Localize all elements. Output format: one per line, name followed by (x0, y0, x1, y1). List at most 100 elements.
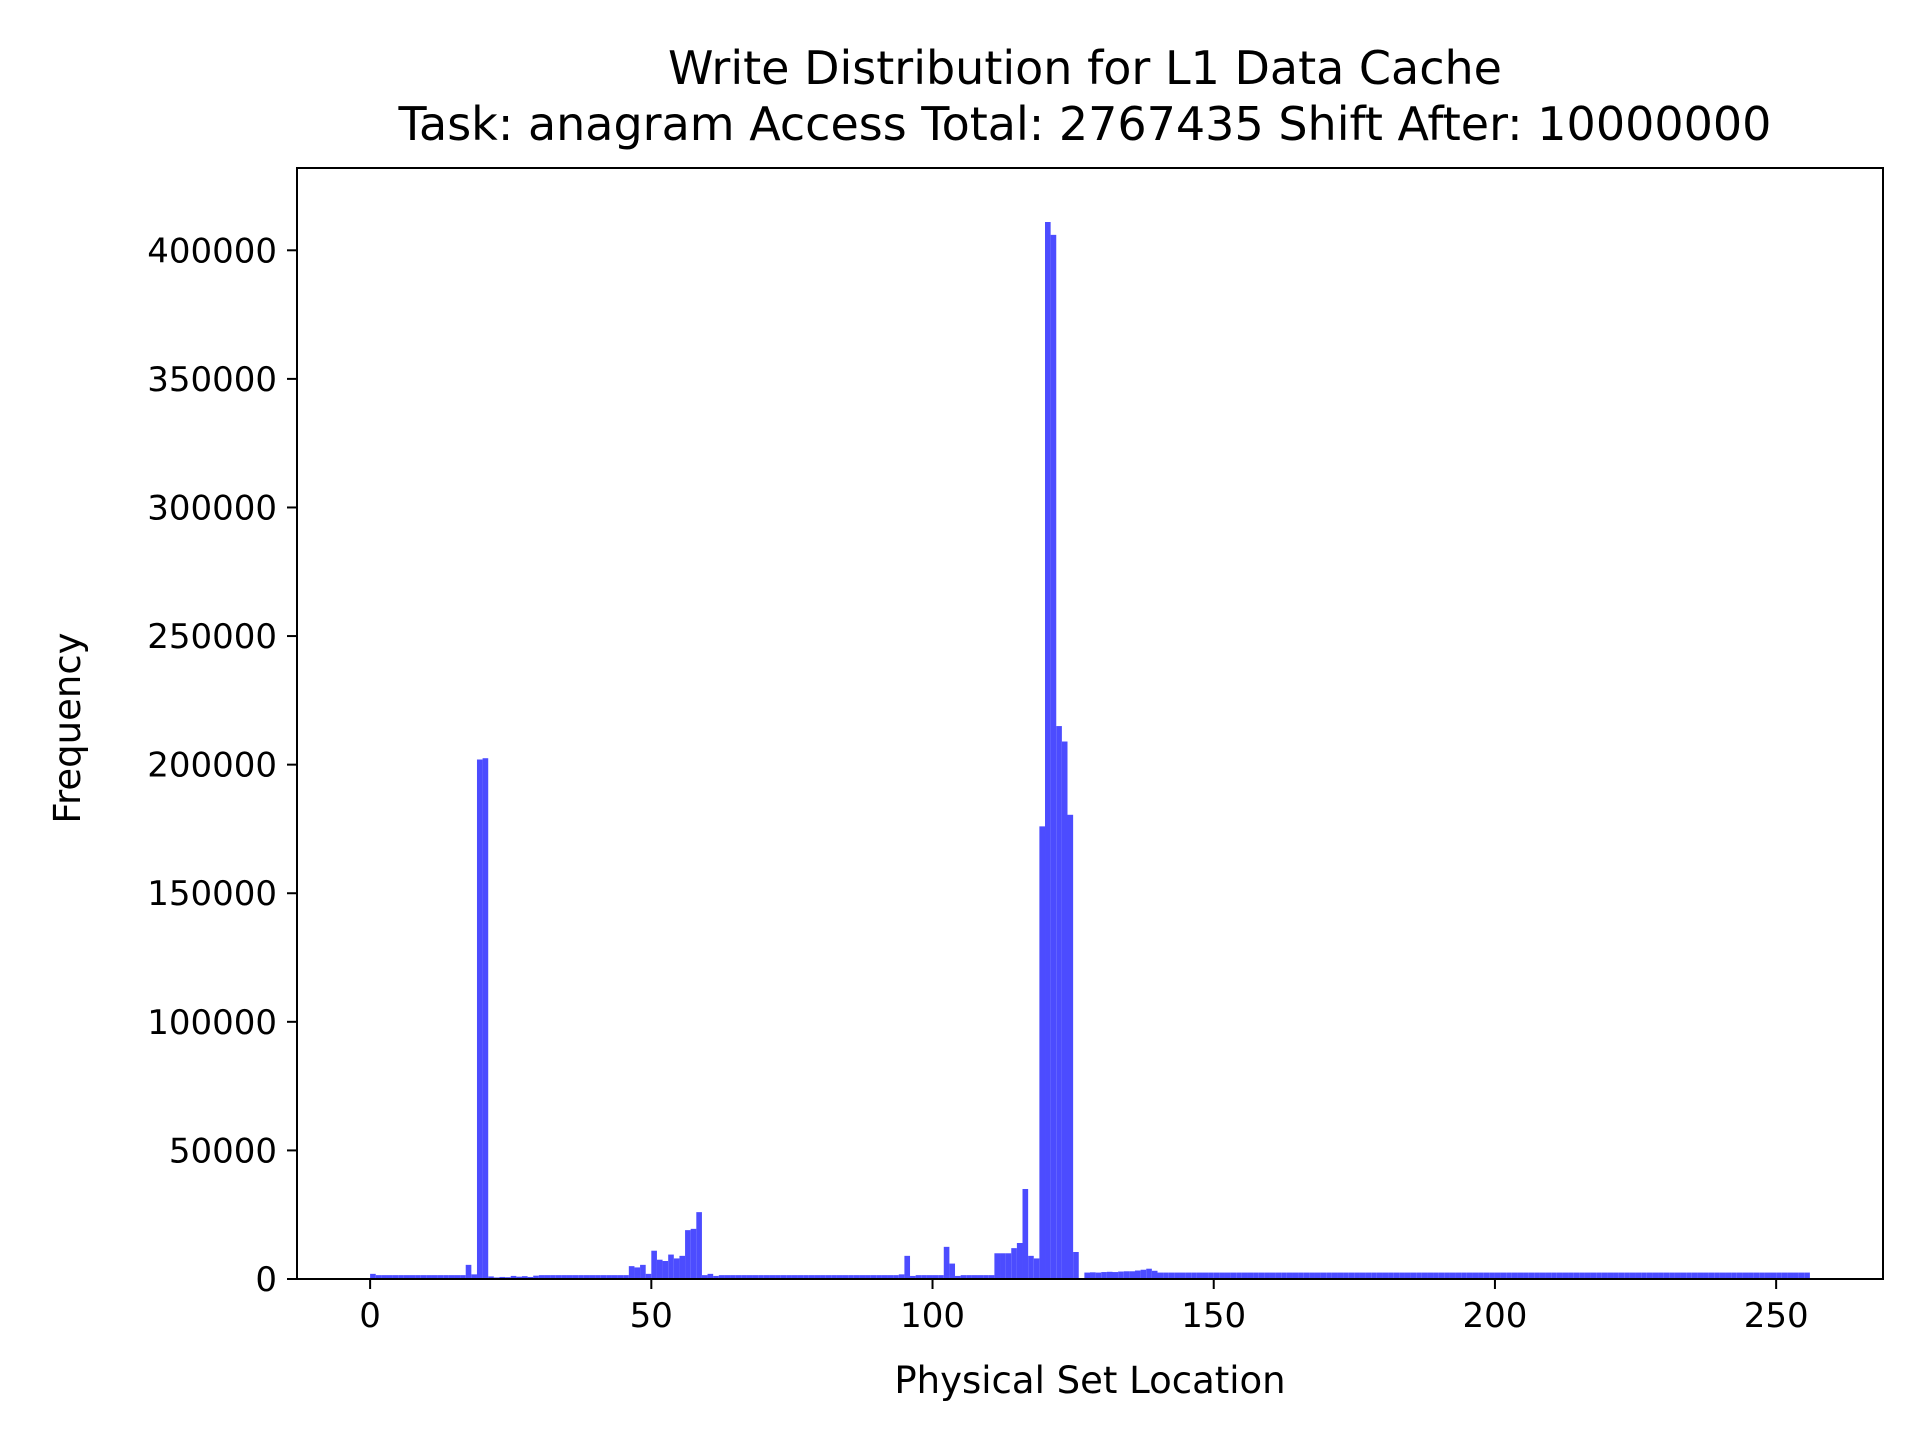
chart-title-line1: Write Distribution for L1 Data Cache (668, 41, 1502, 95)
histogram-bar (1568, 1272, 1574, 1279)
histogram-bar (1466, 1272, 1473, 1279)
histogram-bar (1123, 1271, 1130, 1279)
histogram-bar (910, 1275, 916, 1279)
histogram-bar (1095, 1272, 1102, 1279)
histogram-bar (403, 1275, 410, 1279)
histogram-bar (1697, 1272, 1704, 1279)
histogram-bar (820, 1275, 826, 1279)
histogram-bar (1742, 1272, 1749, 1279)
histogram-bar (1050, 234, 1057, 1280)
histogram-bar (949, 1263, 956, 1279)
histogram-bar (775, 1275, 781, 1279)
histogram-bar (1101, 1272, 1107, 1279)
histogram-bar (938, 1275, 944, 1279)
histogram-bar (1376, 1272, 1383, 1279)
histogram-bar (1613, 1272, 1619, 1279)
histogram-bar (1736, 1272, 1743, 1279)
histogram-bar (1624, 1272, 1630, 1279)
histogram-bar (1185, 1272, 1192, 1279)
y-tick-label: 350000 (147, 360, 277, 400)
histogram-bar (893, 1275, 899, 1279)
histogram-bar (1073, 1251, 1079, 1279)
histogram-bar (1545, 1272, 1552, 1279)
histogram-bar (1731, 1272, 1737, 1279)
histogram-bar (572, 1275, 579, 1279)
histogram-bar (1275, 1272, 1282, 1279)
histogram-bar (713, 1275, 719, 1279)
histogram-bar (488, 1276, 494, 1279)
histogram-bar (803, 1275, 809, 1279)
histogram-bar (1708, 1272, 1715, 1279)
histogram-bar (752, 1275, 759, 1279)
histogram-bar (1641, 1272, 1647, 1279)
histogram-bar (1393, 1272, 1400, 1279)
histogram-bar (780, 1275, 787, 1279)
histogram-bar (685, 1230, 691, 1279)
histogram-bar (1331, 1272, 1338, 1279)
y-axis-ticks: 0 50000 100000 150000 200000 250000 300000 3500… (147, 231, 297, 1300)
histogram-bar (1629, 1272, 1636, 1279)
histogram-bar (600, 1275, 607, 1279)
histogram-bar (1112, 1272, 1119, 1279)
histogram-bar (1573, 1272, 1580, 1279)
histogram-bar (690, 1228, 697, 1279)
histogram-bar (1056, 726, 1062, 1279)
histogram-bar (1556, 1272, 1563, 1279)
histogram-bar (1534, 1272, 1540, 1279)
histogram-bar (1371, 1272, 1377, 1279)
histogram-bar (1798, 1272, 1805, 1279)
histogram-bar (955, 1275, 961, 1279)
histogram-bar (1247, 1272, 1254, 1279)
histogram-bar (926, 1275, 933, 1279)
histogram-bar (1635, 1272, 1642, 1279)
histogram-bar (730, 1275, 736, 1279)
histogram-bar (1787, 1272, 1794, 1279)
histogram-bar (1579, 1272, 1585, 1279)
histogram-bar (1343, 1272, 1349, 1279)
histogram-bar (1753, 1272, 1760, 1279)
histogram-bar (1005, 1253, 1012, 1279)
histogram-bar (623, 1275, 629, 1279)
histogram-bar (476, 759, 483, 1279)
y-tick-label: 200000 (147, 746, 277, 786)
histogram-bar (1253, 1272, 1259, 1279)
histogram-bar (1157, 1272, 1164, 1279)
histogram-bar (763, 1275, 770, 1279)
histogram-bar (510, 1275, 517, 1279)
histogram-bar (1320, 1272, 1327, 1279)
histogram-bar (921, 1275, 927, 1279)
histogram-bar (1174, 1272, 1180, 1279)
histogram-bar (966, 1275, 972, 1279)
histogram-bar (1168, 1272, 1175, 1279)
histogram-bar (521, 1276, 528, 1279)
histogram-bar (758, 1275, 764, 1279)
histogram-bar (814, 1275, 821, 1279)
bars-group (370, 222, 1810, 1280)
histogram-bar (409, 1275, 416, 1279)
histogram-bar (1793, 1272, 1799, 1279)
histogram-bar (656, 1259, 663, 1279)
histogram-bar (606, 1275, 612, 1279)
histogram-bar (696, 1212, 702, 1279)
histogram-bar (724, 1275, 731, 1279)
histogram-bar (1686, 1272, 1692, 1279)
histogram-bar (1607, 1272, 1614, 1279)
histogram-bar (1590, 1272, 1597, 1279)
histogram-bar (1061, 741, 1068, 1279)
histogram-bar (1421, 1272, 1428, 1279)
histogram-bar (1719, 1272, 1726, 1279)
histogram-bar (1224, 1272, 1231, 1279)
histogram-bar (460, 1275, 466, 1279)
histogram-bar (1337, 1272, 1344, 1279)
histogram-bar (1286, 1272, 1293, 1279)
histogram-bar (1022, 1188, 1029, 1279)
y-axis-title: Frequency (46, 632, 89, 823)
histogram-bar (1669, 1272, 1675, 1279)
histogram-bar (1725, 1272, 1732, 1279)
histogram-bar (1140, 1269, 1147, 1279)
histogram-bar (634, 1267, 641, 1279)
histogram-bar (1511, 1272, 1518, 1279)
histogram-bar (1433, 1272, 1439, 1279)
histogram-bar (1770, 1272, 1777, 1279)
histogram-bar (1618, 1272, 1625, 1279)
